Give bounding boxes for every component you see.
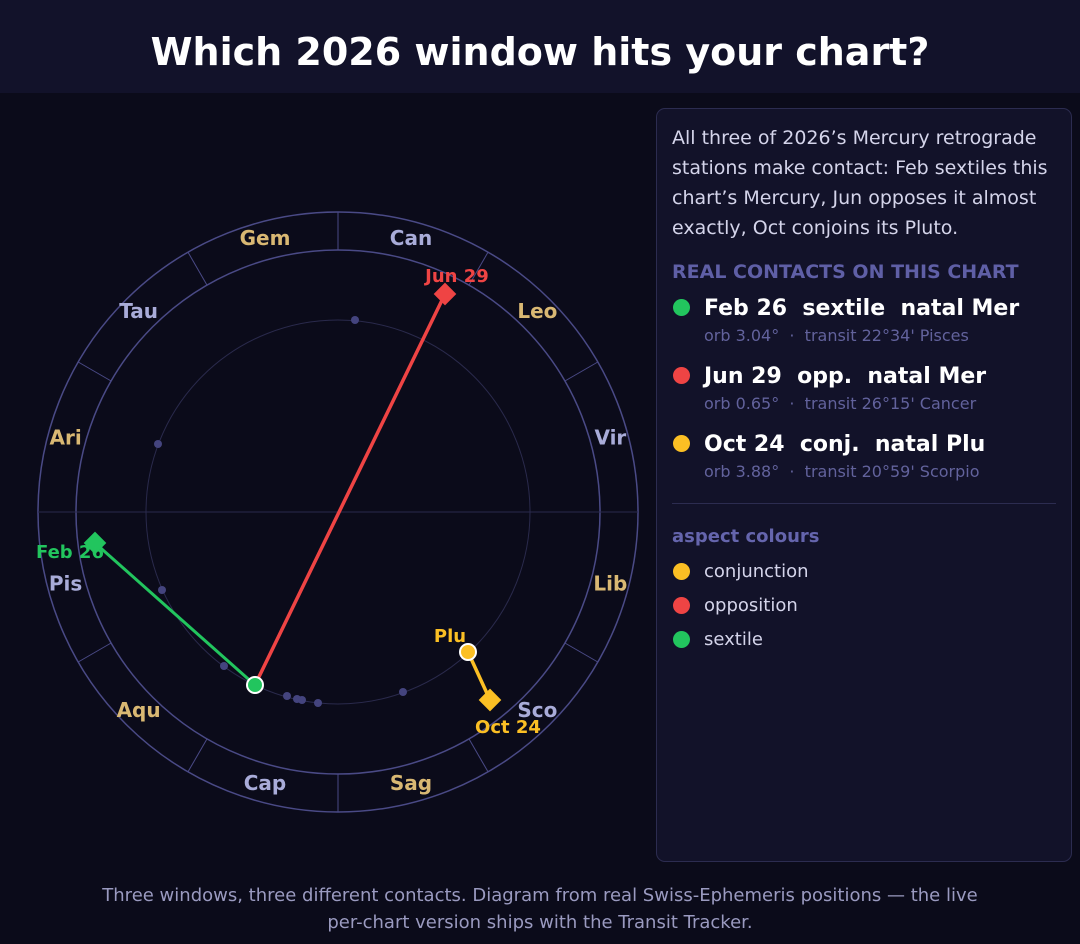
transit-marker [478,688,502,712]
contact: Jun 29 opp. natal Mer orb 0.65° · transit… [672,361,1056,415]
legend-swatch [673,563,690,580]
natal-label: Plu [434,626,466,647]
sign-divider [468,738,489,773]
sign-divider [564,361,599,382]
natal-planets [154,316,407,707]
legend-item: opposition [672,589,1056,623]
natal-mercury [246,676,264,694]
contact: Oct 24 conj. natal Plu orb 3.88° · transi… [672,429,1056,483]
sign-label: Sag [390,771,432,795]
contact-detail: orb 0.65° · transit 26°15' Cancer [704,394,977,413]
legend-swatch [673,597,690,614]
sign-divider [468,251,489,286]
sign-label: Sco [517,698,557,722]
aspect-line [94,541,256,687]
legend-item: sextile [672,623,1056,657]
sign-label: Cap [244,771,287,795]
contact-dot [673,299,690,316]
contact-title: Feb 26 sextile natal Mer [704,296,1020,321]
sign-divider [564,642,599,663]
legend-swatch [673,631,690,648]
legend-label: opposition [704,595,798,616]
legend-title: aspect colours [672,526,820,547]
info-panel: All three of 2026’s Mercury retrograde s… [656,108,1072,862]
transit-label: Jun 29 [423,266,489,287]
sign-divider [187,738,208,773]
wheel: Ari Tau Gem Can Leo Vir Lib Sco Sag Cap Aqu Pis Plu… [36,211,639,813]
contact-dot [673,435,690,452]
separator [672,503,1056,504]
contact: Feb 26 sextile natal Mer orb 3.04° · tran… [672,293,1056,347]
transit-marker [83,531,107,555]
legend-item: conjunction [672,555,1056,589]
contact-detail: orb 3.04° · transit 22°34' Pisces [704,326,969,345]
contact-dot [673,367,690,384]
sign-label: Gem [240,226,291,250]
natal-pluto [459,643,477,661]
sign-label: Tau [119,299,158,323]
sign-divider [77,642,112,663]
sign-label: Vir [594,426,626,450]
contact-title: Jun 29 opp. natal Mer [704,364,987,389]
intro: All three of 2026’s Mercury retrograde s… [672,127,1048,239]
contact-title: Oct 24 conj. natal Plu [704,432,986,457]
legend-label: sextile [704,629,763,650]
title: Which 2026 window hits your chart? [150,30,930,74]
transit-marker [433,282,457,306]
header: Which 2026 window hits your chart? [0,0,1080,93]
section-heading: REAL CONTACTS ON THIS CHART [672,261,1019,283]
legend-label: conjunction [704,561,809,582]
transit-label: Feb 26 [36,542,104,563]
sign-label: Ari [50,426,82,450]
sign-label: Aqu [117,698,161,722]
sign-label: Lib [593,571,627,595]
contact-detail: orb 3.88° · transit 20°59' Scorpio [704,462,980,481]
footer: Three windows, three different contacts.… [102,885,978,933]
transit-label: Oct 24 [475,717,541,738]
aspect-line [253,293,447,686]
sign-divider [77,361,112,382]
sign-divider [187,251,208,286]
sign-label: Can [390,226,432,250]
sign-label: Leo [517,299,557,323]
sign-label: Pis [49,571,82,595]
